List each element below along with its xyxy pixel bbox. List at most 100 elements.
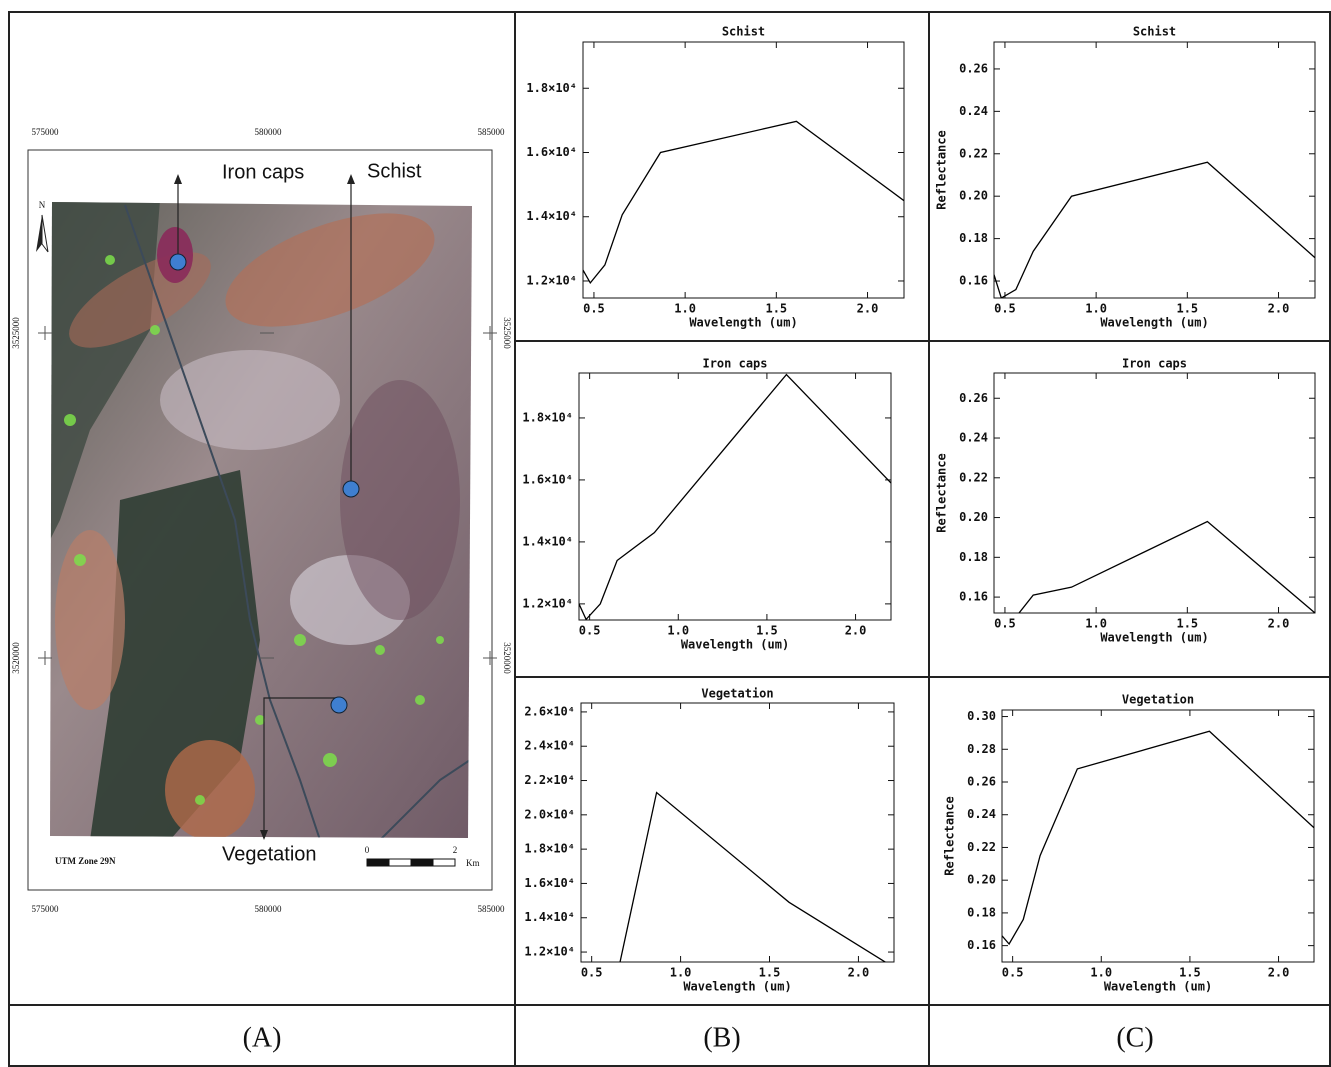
y-tick-label: 0.24 bbox=[959, 431, 988, 445]
spectrum-line bbox=[579, 373, 891, 620]
y-tick-label: 1.6×10⁴ bbox=[522, 472, 573, 486]
y-tick-label: 0.18 bbox=[959, 550, 988, 564]
chart-title: Iron caps bbox=[702, 357, 767, 371]
x-tick-label: 1.0 bbox=[667, 624, 689, 638]
x-tick-label: 0.5 bbox=[994, 617, 1016, 631]
chart-title: Schist bbox=[1133, 25, 1176, 39]
spectrum-line bbox=[619, 791, 887, 962]
sample-marker bbox=[342, 480, 360, 498]
y-axis-label: Reflectance bbox=[935, 453, 949, 532]
satellite-image bbox=[50, 202, 472, 838]
y-tick-label: 1.4×10⁴ bbox=[522, 534, 573, 548]
plot-frame bbox=[582, 41, 905, 299]
sample-marker bbox=[169, 253, 187, 271]
plot-frame bbox=[993, 41, 1316, 299]
y-tick-label: 0.26 bbox=[967, 775, 996, 789]
spectrum-line bbox=[1002, 730, 1314, 946]
table-lines bbox=[8, 11, 1331, 1067]
north-label: N bbox=[39, 200, 46, 210]
x-axis-label: Wavelength (um) bbox=[683, 980, 791, 994]
x-tick-label: 2.0 bbox=[1268, 617, 1290, 631]
panel-label: (C) bbox=[1116, 1022, 1153, 1053]
chart-title: Iron caps bbox=[1122, 357, 1187, 371]
y-tick-label: 0.16 bbox=[959, 590, 988, 604]
map-label: Vegetation bbox=[222, 843, 317, 865]
spectrum-line bbox=[583, 120, 904, 285]
x-tick-label: 0.5 bbox=[581, 966, 603, 980]
y-tick-label: 1.2×10⁴ bbox=[524, 945, 575, 959]
y-tick-label: 0.24 bbox=[959, 104, 988, 118]
chart-title: Schist bbox=[722, 25, 765, 39]
plot-frame bbox=[1001, 709, 1315, 963]
projection: UTM Zone 29N bbox=[55, 856, 116, 866]
x-tick-label: 0.5 bbox=[583, 302, 605, 316]
x-tick-label: 1.5 bbox=[1176, 302, 1198, 316]
scale-label: 0 bbox=[365, 845, 370, 855]
y-tick-label: 0.28 bbox=[967, 742, 996, 756]
panel-label: (A) bbox=[243, 1022, 282, 1053]
x-tick-label: 0.5 bbox=[579, 624, 601, 638]
northing-label: 3525000 bbox=[11, 317, 21, 349]
y-tick-label: 1.6×10⁴ bbox=[524, 876, 575, 890]
y-tick-label: 0.26 bbox=[959, 61, 988, 75]
plot-frame bbox=[993, 372, 1316, 614]
y-tick-label: 1.6×10⁴ bbox=[526, 145, 577, 159]
x-axis-label: Wavelength (um) bbox=[681, 638, 789, 652]
x-tick-label: 2.0 bbox=[857, 302, 879, 316]
scale-label: 2 bbox=[453, 845, 458, 855]
y-axis-label: Reflectance bbox=[943, 796, 957, 875]
x-tick-label: 1.5 bbox=[759, 966, 781, 980]
y-tick-label: 0.22 bbox=[959, 146, 988, 160]
x-tick-label: 0.5 bbox=[994, 302, 1016, 316]
x-tick-label: 2.0 bbox=[845, 624, 867, 638]
y-tick-label: 1.8×10⁴ bbox=[522, 410, 573, 424]
y-tick-label: 0.22 bbox=[967, 840, 996, 854]
northing-label: 3525000 bbox=[502, 317, 512, 349]
y-tick-label: 0.30 bbox=[967, 709, 996, 723]
easting-label: 580000 bbox=[255, 127, 283, 137]
y-tick-label: 0.20 bbox=[959, 510, 988, 524]
y-tick-label: 0.16 bbox=[959, 274, 988, 288]
y-tick-label: 1.4×10⁴ bbox=[524, 910, 575, 924]
map: Iron caps Schist Vegetation N UTM Zone 2… bbox=[11, 127, 512, 914]
x-tick-label: 1.0 bbox=[674, 302, 696, 316]
y-tick-label: 2.0×10⁴ bbox=[524, 807, 575, 821]
y-tick-label: 0.20 bbox=[967, 873, 996, 887]
y-tick-label: 1.4×10⁴ bbox=[526, 209, 577, 223]
y-tick-label: 2.4×10⁴ bbox=[524, 739, 575, 753]
x-tick-label: 1.0 bbox=[1090, 966, 1112, 980]
plot-frame bbox=[578, 372, 892, 621]
y-tick-label: 0.18 bbox=[967, 905, 996, 919]
scale-unit: Km bbox=[466, 858, 480, 868]
x-axis-label: Wavelength (um) bbox=[689, 316, 797, 330]
spectrum-line bbox=[1018, 520, 1315, 613]
x-tick-label: 1.0 bbox=[1085, 617, 1107, 631]
y-tick-label: 1.8×10⁴ bbox=[524, 842, 575, 856]
easting-label: 575000 bbox=[32, 127, 60, 137]
easting-label: 575000 bbox=[32, 904, 60, 914]
northing-label: 3520000 bbox=[502, 642, 512, 674]
sample-marker bbox=[330, 696, 348, 714]
easting-label: 580000 bbox=[255, 904, 283, 914]
y-tick-label: 0.24 bbox=[967, 807, 996, 821]
x-axis-label: Wavelength (um) bbox=[1100, 316, 1208, 330]
x-tick-label: 2.0 bbox=[1268, 966, 1290, 980]
x-axis-label: Wavelength (um) bbox=[1104, 980, 1212, 994]
map-label: Iron caps bbox=[222, 161, 304, 183]
x-axis-label: Wavelength (um) bbox=[1100, 631, 1208, 645]
easting-label: 585000 bbox=[478, 127, 506, 137]
easting-label: 585000 bbox=[478, 904, 506, 914]
chart-title: Vegetation bbox=[1122, 693, 1194, 707]
y-tick-label: 1.2×10⁴ bbox=[522, 596, 573, 610]
y-tick-label: 0.26 bbox=[959, 391, 988, 405]
plot-frame bbox=[580, 702, 895, 963]
x-tick-label: 1.5 bbox=[756, 624, 778, 638]
northing-label: 3520000 bbox=[11, 642, 21, 674]
x-tick-label: 2.0 bbox=[1268, 302, 1290, 316]
y-tick-label: 0.18 bbox=[959, 231, 988, 245]
y-tick-label: 0.22 bbox=[959, 470, 988, 484]
y-tick-label: 1.2×10⁴ bbox=[526, 273, 577, 287]
y-tick-label: 2.2×10⁴ bbox=[524, 773, 575, 787]
y-tick-label: 0.20 bbox=[959, 189, 988, 203]
